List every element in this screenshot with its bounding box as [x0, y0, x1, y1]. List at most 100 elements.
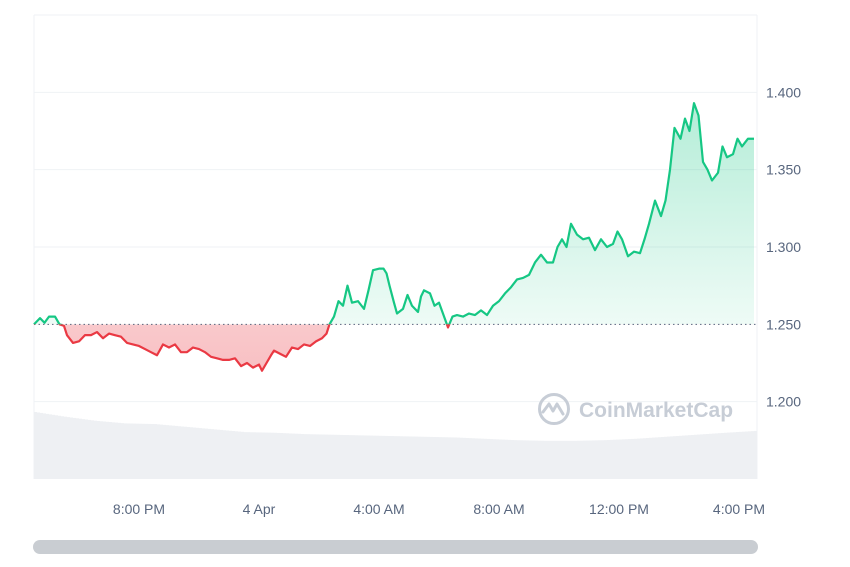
- coinmarketcap-logo-icon: [538, 393, 570, 425]
- volume-bar: [217, 429, 220, 479]
- chart-scrollbar[interactable]: [33, 540, 758, 554]
- volume-bar: [544, 440, 547, 479]
- volume-bar: [403, 436, 406, 479]
- volume-bar: [586, 440, 589, 479]
- volume-bar: [331, 434, 334, 479]
- volume-bar: [328, 434, 331, 479]
- volume-bar: [427, 436, 430, 479]
- volume-bar: [148, 423, 151, 479]
- price-area-down: [59, 324, 450, 371]
- volume-bar: [301, 433, 304, 479]
- volume-bar: [184, 426, 187, 479]
- volume-bar: [547, 440, 550, 479]
- volume-bar: [319, 434, 322, 479]
- volume-bar: [46, 413, 49, 479]
- volume-bar: [196, 427, 199, 479]
- volume-bar: [571, 440, 574, 479]
- volume-bar: [439, 437, 442, 479]
- volume-bar: [181, 426, 184, 479]
- volume-bar: [472, 438, 475, 479]
- volume-bar: [742, 431, 745, 479]
- volume-bar: [88, 419, 91, 479]
- volume-bar: [226, 430, 229, 479]
- volume-bar: [673, 436, 676, 479]
- volume-bar: [637, 438, 640, 479]
- volume-bar: [352, 435, 355, 479]
- volume-bar: [289, 433, 292, 479]
- volume-bar: [535, 440, 538, 479]
- volume-bar: [304, 434, 307, 479]
- volume-bar: [736, 432, 739, 479]
- volume-bar: [157, 424, 160, 479]
- volume-bar: [520, 440, 523, 479]
- volume-bar: [457, 437, 460, 479]
- volume-bar: [517, 440, 520, 479]
- volume-bar: [469, 438, 472, 479]
- volume-bar: [325, 434, 328, 479]
- volume-bar: [160, 424, 163, 479]
- volume-bar: [715, 433, 718, 479]
- volume-bar: [202, 428, 205, 479]
- volume-bar: [598, 440, 601, 479]
- volume-bar: [529, 440, 532, 479]
- volume-bar: [43, 413, 46, 479]
- volume-bar: [400, 436, 403, 479]
- volume-bar: [454, 437, 457, 479]
- volume-bar: [745, 431, 748, 479]
- volume-bar: [538, 440, 541, 479]
- volume-bar: [109, 422, 112, 479]
- volume-bar: [511, 440, 514, 479]
- volume-bar: [523, 440, 526, 479]
- volume-bar: [79, 418, 82, 479]
- volume-bar: [448, 437, 451, 479]
- volume-bar: [424, 436, 427, 479]
- volume-bar: [130, 423, 133, 479]
- volume-bar: [664, 436, 667, 479]
- volume-bar: [298, 433, 301, 479]
- volume-bar: [601, 440, 604, 479]
- y-axis: 1.400 1.350 1.300 1.250 1.200: [766, 84, 801, 409]
- volume-bar: [316, 434, 319, 479]
- volume-bar: [112, 422, 115, 479]
- volume-bar: [487, 438, 490, 479]
- volume-bar: [613, 439, 616, 479]
- volume-bar: [616, 439, 619, 479]
- volume-bar: [280, 433, 283, 479]
- volume-bar: [106, 421, 109, 479]
- volume-bar: [730, 432, 733, 479]
- volume-bar: [247, 432, 250, 479]
- volume-bar: [274, 432, 277, 479]
- volume-bar: [712, 433, 715, 479]
- volume-bar: [430, 436, 433, 479]
- volume-bar: [652, 437, 655, 479]
- volume-bar: [145, 423, 148, 479]
- volume-bar: [388, 435, 391, 479]
- volume-bar: [406, 436, 409, 479]
- price-area-up: [34, 103, 754, 325]
- y-tick-label: 1.350: [766, 162, 801, 178]
- volume-bar: [73, 417, 76, 479]
- volume-bar: [514, 440, 517, 479]
- volume-bar: [376, 435, 379, 479]
- x-tick-label: 4:00 AM: [353, 501, 404, 517]
- volume-bar: [640, 438, 643, 479]
- volume-bar: [661, 436, 664, 479]
- volume-bar: [166, 425, 169, 479]
- volume-bar: [244, 432, 247, 479]
- volume-bar: [85, 419, 88, 479]
- volume-bar: [349, 435, 352, 479]
- volume-bar: [724, 432, 727, 479]
- volume-bar: [553, 440, 556, 479]
- volume-bar: [343, 434, 346, 479]
- volume-bar: [142, 423, 145, 479]
- volume-bar: [238, 431, 241, 479]
- volume-bar: [286, 433, 289, 479]
- volume-bar: [634, 438, 637, 479]
- volume-bar: [409, 436, 412, 479]
- volume-bar: [481, 438, 484, 479]
- volume-bar: [625, 439, 628, 479]
- volume-bar: [604, 440, 607, 479]
- volume-bar: [253, 432, 256, 479]
- volume-bar: [466, 437, 469, 479]
- volume-bar: [718, 433, 721, 479]
